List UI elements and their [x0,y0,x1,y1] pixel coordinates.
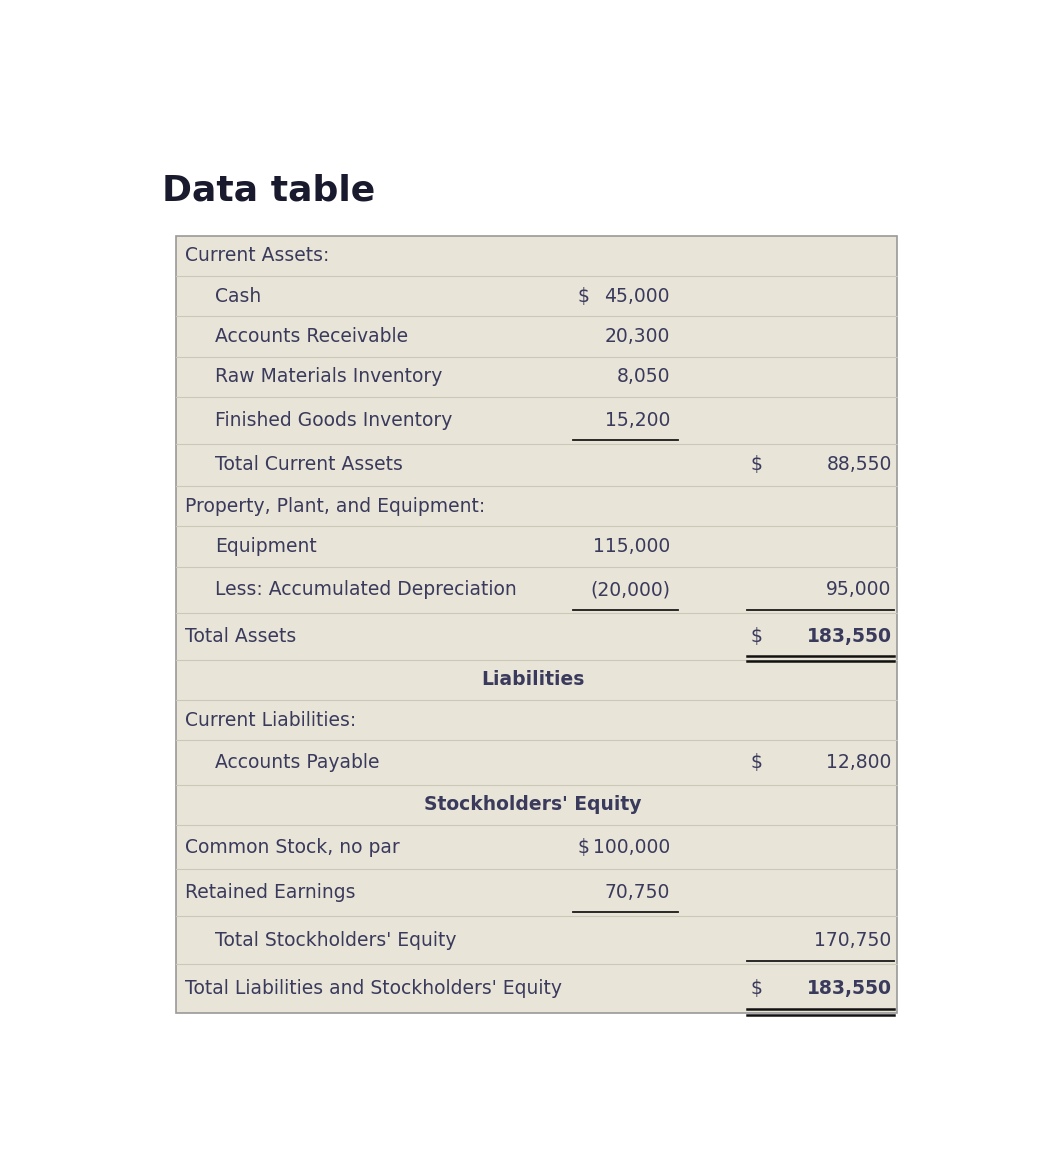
Text: 170,750: 170,750 [814,930,891,950]
Text: 183,550: 183,550 [807,626,891,646]
Text: 8,050: 8,050 [617,368,670,386]
Text: $: $ [751,753,762,771]
Text: Total Liabilities and Stockholders' Equity: Total Liabilities and Stockholders' Equi… [185,979,562,998]
Text: $: $ [577,287,590,306]
Text: 95,000: 95,000 [827,580,891,600]
Text: $: $ [577,838,590,857]
Text: Retained Earnings: Retained Earnings [185,883,356,902]
Text: Finished Goods Inventory: Finished Goods Inventory [215,411,452,430]
Text: (20,000): (20,000) [590,580,670,600]
Text: Accounts Payable: Accounts Payable [215,753,380,771]
Text: Stockholders' Equity: Stockholders' Equity [424,796,642,814]
Text: Less: Accumulated Depreciation: Less: Accumulated Depreciation [215,580,517,600]
Text: 20,300: 20,300 [604,327,670,346]
Text: 45,000: 45,000 [604,287,670,306]
Text: Total Current Assets: Total Current Assets [215,455,404,474]
Text: 15,200: 15,200 [604,411,670,430]
Text: 183,550: 183,550 [807,979,891,998]
Text: 12,800: 12,800 [827,753,891,771]
Text: $: $ [751,626,762,646]
Text: Accounts Receivable: Accounts Receivable [215,327,409,346]
Text: Current Assets:: Current Assets: [185,246,330,266]
Text: Total Assets: Total Assets [185,626,296,646]
Text: Total Stockholders' Equity: Total Stockholders' Equity [215,930,457,950]
Text: Liabilities: Liabilities [482,670,584,689]
Text: $: $ [751,979,762,998]
Text: $: $ [751,455,762,474]
Text: 100,000: 100,000 [593,838,670,857]
Text: Raw Materials Inventory: Raw Materials Inventory [215,368,443,386]
Text: 70,750: 70,750 [604,883,670,902]
Text: 115,000: 115,000 [593,537,670,556]
Text: Cash: Cash [215,287,262,306]
Text: Equipment: Equipment [215,537,317,556]
Text: Data table: Data table [162,173,375,208]
Bar [176,235,898,1013]
Text: 88,550: 88,550 [827,455,891,474]
Text: Property, Plant, and Equipment:: Property, Plant, and Equipment: [185,496,485,516]
Text: Common Stock, no par: Common Stock, no par [185,838,399,857]
Text: Current Liabilities:: Current Liabilities: [185,711,356,730]
